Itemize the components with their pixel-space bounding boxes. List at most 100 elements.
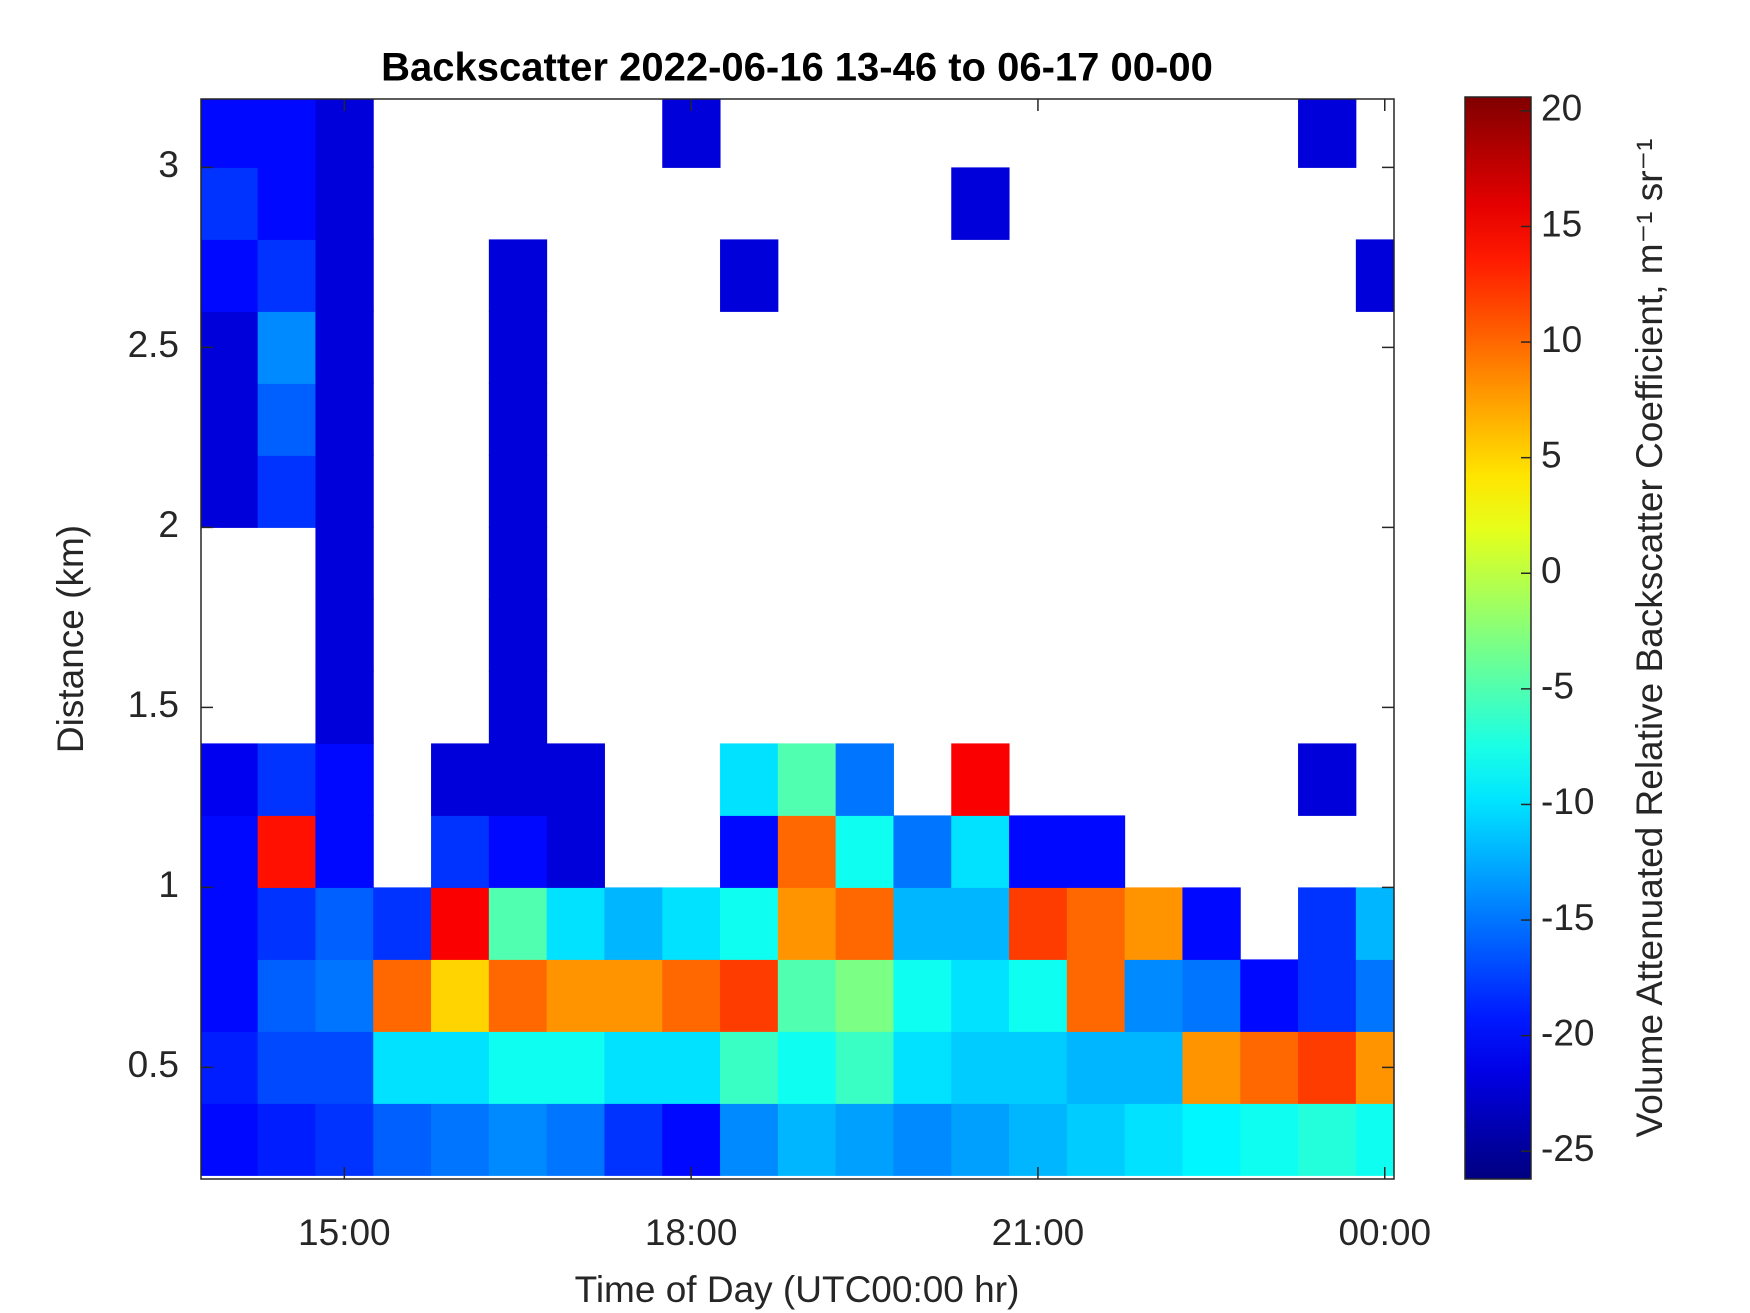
heatmap-cell <box>777 815 837 888</box>
heatmap-cell <box>373 959 432 1032</box>
heatmap-cell <box>777 887 837 960</box>
heatmap-cell <box>315 815 374 888</box>
heatmap-cell <box>315 887 374 960</box>
colorbar-tick-label: 20 <box>1541 88 1582 129</box>
heatmap-cell <box>777 1103 837 1176</box>
heatmap-cell <box>315 959 374 1032</box>
heatmap-cell <box>1240 959 1299 1032</box>
heatmap-cell <box>546 1031 605 1104</box>
heatmap-cell <box>315 167 374 240</box>
y-axis-label: Distance (km) <box>50 525 91 753</box>
heatmap-cell <box>488 599 548 672</box>
heatmap-cell <box>315 1031 374 1104</box>
heatmap-cell <box>315 311 374 384</box>
y-tick-label: 3 <box>158 144 179 185</box>
heatmap-cell <box>951 815 1010 888</box>
heatmap-cell <box>257 959 316 1032</box>
x-tick-label: 21:00 <box>992 1212 1085 1253</box>
heatmap-cell <box>1298 887 1357 960</box>
heatmap-cell <box>1298 99 1357 168</box>
colorbar-tick-label: 10 <box>1541 319 1582 360</box>
heatmap-cell <box>431 1031 490 1104</box>
colorbar <box>1464 96 1532 1180</box>
x-tick-label: 00:00 <box>1338 1212 1431 1253</box>
heatmap-cell <box>1009 887 1068 960</box>
colorbar-tick-label: -15 <box>1541 897 1594 938</box>
colorbar-tick-label: 15 <box>1541 203 1582 244</box>
heatmap-cell <box>1355 1103 1394 1176</box>
heatmap-cell <box>777 743 837 816</box>
colorbar-label: Volume Attenuated Relative Backscatter C… <box>1629 139 1670 1138</box>
heatmap-cell <box>257 455 316 528</box>
heatmap-cell <box>951 887 1010 960</box>
heatmap-cell <box>201 99 259 168</box>
heatmap-cell <box>1182 959 1241 1032</box>
heatmap-cell <box>1355 887 1394 960</box>
heatmap-cell <box>488 1103 548 1176</box>
heatmap-cell <box>315 599 374 672</box>
heatmap-cell <box>1009 1031 1068 1104</box>
heatmap-cell <box>257 815 316 888</box>
heatmap-cell <box>1298 959 1357 1032</box>
heatmap-cell <box>201 743 259 816</box>
heatmap-cell <box>1066 959 1126 1032</box>
heatmap-cell <box>315 455 374 528</box>
heatmap-cell <box>1124 1031 1183 1104</box>
y-tick-label: 0.5 <box>128 1044 179 1085</box>
heatmap-cell <box>201 383 259 456</box>
heatmap-cell <box>1066 1031 1126 1104</box>
heatmap-cell <box>835 743 894 816</box>
heatmap-cell <box>431 815 490 888</box>
axes-frame <box>200 98 1395 1180</box>
heatmap-cell <box>201 959 259 1032</box>
heatmap-cell <box>1124 1103 1183 1176</box>
heatmap-cell <box>1009 1103 1068 1176</box>
colorbar-tick-label: 0 <box>1541 550 1562 591</box>
heatmap-cell <box>720 815 779 888</box>
heatmap-cell <box>488 455 548 528</box>
heatmap-cell <box>315 1103 374 1176</box>
heatmap-cell <box>951 167 1010 240</box>
heatmap-cell <box>1009 815 1068 888</box>
heatmap <box>201 99 1394 1176</box>
heatmap-cell <box>257 311 316 384</box>
heatmap-cell <box>546 887 605 960</box>
heatmap-cell <box>777 959 837 1032</box>
heatmap-cell <box>662 1031 721 1104</box>
heatmap-cell <box>201 815 259 888</box>
heatmap-cell <box>488 815 548 888</box>
heatmap-cell <box>315 239 374 312</box>
heatmap-cell <box>546 815 605 888</box>
heatmap-cell <box>488 887 548 960</box>
heatmap-cell <box>315 383 374 456</box>
heatmap-cell <box>893 1031 952 1104</box>
heatmap-cell <box>893 887 952 960</box>
heatmap-cell <box>315 671 374 744</box>
heatmap-cell <box>257 887 316 960</box>
heatmap-cell <box>835 959 894 1032</box>
heatmap-cell <box>488 527 548 600</box>
colorbar-tick-label: -25 <box>1541 1128 1594 1169</box>
heatmap-cell <box>777 1031 837 1104</box>
chart-title: Backscatter 2022-06-16 13-46 to 06-17 00… <box>381 46 1213 90</box>
heatmap-cell <box>1240 1031 1299 1104</box>
heatmap-cell <box>1182 1031 1241 1104</box>
heatmap-cell <box>604 1103 663 1176</box>
heatmap-cell <box>201 887 259 960</box>
heatmap-cell <box>1066 1103 1126 1176</box>
heatmap-cell <box>257 99 316 168</box>
heatmap-cell <box>1124 887 1183 960</box>
colorbar-tick-label: -20 <box>1541 1012 1594 1053</box>
heatmap-cell <box>893 1103 952 1176</box>
heatmap-cell <box>662 959 721 1032</box>
heatmap-cell <box>257 167 316 240</box>
heatmap-cell <box>201 167 259 240</box>
heatmap-cell <box>720 959 779 1032</box>
colorbar-tick-label: 5 <box>1541 434 1562 475</box>
heatmap-cell <box>951 1103 1010 1176</box>
heatmap-cell <box>1240 1103 1299 1176</box>
x-axis-label: Time of Day (UTC00:00 hr) <box>575 1269 1020 1310</box>
heatmap-cell <box>604 959 663 1032</box>
heatmap-cell <box>1355 959 1394 1032</box>
